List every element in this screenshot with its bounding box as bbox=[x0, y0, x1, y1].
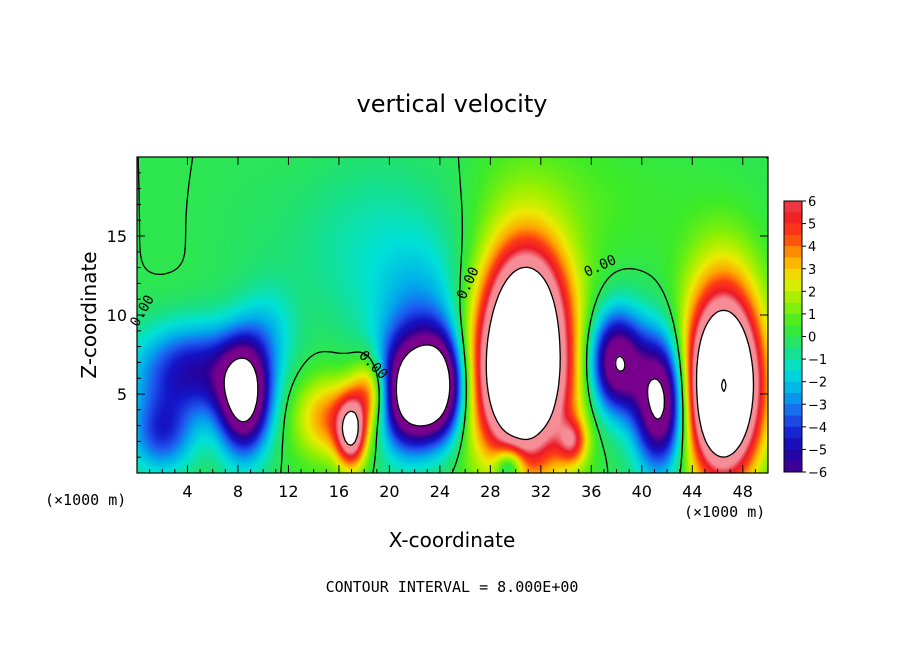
x-unit-right: (×1000 m) bbox=[684, 503, 765, 521]
colorbar-label: −1 bbox=[808, 353, 827, 368]
colorbar-swatch bbox=[784, 347, 802, 360]
x-tick-label: 36 bbox=[581, 482, 601, 501]
y-tick-label: 15 bbox=[107, 227, 127, 246]
x-tick-label: 24 bbox=[430, 482, 450, 501]
colorbar-swatch bbox=[784, 268, 802, 281]
colorbar-labels: 6 5 4 3 2 1 0 −1 −2 −3 −4 −5 −6 bbox=[802, 195, 827, 481]
colorbar-label: 5 bbox=[808, 218, 816, 233]
colorbar-swatches bbox=[783, 200, 803, 473]
x-tick-label: 28 bbox=[480, 482, 500, 501]
x-axis-title: X-coordinate bbox=[389, 528, 516, 552]
contour-negative-8 bbox=[223, 344, 666, 427]
y-tick-label: 5 bbox=[117, 385, 127, 404]
colorbar-swatch bbox=[784, 280, 802, 292]
colorbar-swatch bbox=[784, 404, 802, 416]
colorbar-swatch bbox=[784, 359, 802, 371]
contour-positive-8 bbox=[341, 266, 755, 458]
colorbar-label: 1 bbox=[808, 308, 816, 323]
colorbar-label: −2 bbox=[808, 376, 827, 391]
x-tick-label: 40 bbox=[632, 482, 652, 501]
x-tick-label: 48 bbox=[733, 482, 753, 501]
colorbar-swatch bbox=[784, 223, 802, 236]
x-tick-label: 44 bbox=[682, 482, 702, 501]
colorbar-swatch bbox=[784, 313, 802, 326]
colorbar-swatch bbox=[784, 415, 802, 428]
colorbar-swatch bbox=[784, 370, 802, 382]
colorbar-swatch bbox=[784, 438, 802, 450]
x-tick-label: 8 bbox=[233, 482, 243, 501]
colorbar: 6 5 4 3 2 1 0 −1 −2 −3 −4 −5 −6 bbox=[783, 195, 827, 481]
x-unit-left: (×1000 m) bbox=[45, 491, 126, 509]
colorbar-label: 3 bbox=[808, 263, 816, 278]
contour-positive-16 bbox=[721, 378, 727, 392]
colorbar-swatch bbox=[784, 392, 802, 405]
colorbar-label: 0 bbox=[808, 331, 816, 346]
colorbar-swatch bbox=[784, 336, 802, 349]
contour-zero bbox=[137, 156, 769, 474]
colorbar-swatch bbox=[784, 291, 802, 303]
colorbar-label: −3 bbox=[808, 398, 827, 413]
x-tick-label: 20 bbox=[379, 482, 399, 501]
x-tick-label: 4 bbox=[182, 482, 192, 501]
colorbar-swatch bbox=[784, 302, 802, 315]
chart-title: vertical velocity bbox=[357, 90, 548, 118]
x-axis: 4 8 12 16 20 24 28 32 36 40 44 48 bbox=[149, 157, 756, 501]
x-tick-label: 16 bbox=[329, 482, 349, 501]
y-axis: 5 10 15 bbox=[107, 172, 768, 458]
colorbar-swatch bbox=[784, 246, 802, 258]
colorbar-swatch bbox=[784, 212, 802, 224]
y-tick-label: 10 bbox=[107, 306, 127, 325]
colorbar-swatch bbox=[784, 234, 802, 247]
contour-interval-note: CONTOUR INTERVAL = 8.000E+00 bbox=[326, 578, 579, 596]
colorbar-swatch bbox=[784, 381, 802, 394]
velocity-field bbox=[137, 157, 768, 473]
colorbar-label: 2 bbox=[808, 285, 816, 300]
y-axis-title: Z-coordinate bbox=[77, 251, 101, 378]
colorbar-label: −6 bbox=[808, 466, 827, 481]
x-tick-label: 12 bbox=[278, 482, 298, 501]
colorbar-swatch bbox=[784, 449, 802, 462]
colorbar-swatch bbox=[784, 201, 802, 213]
colorbar-swatch bbox=[784, 325, 802, 337]
colorbar-swatch bbox=[784, 257, 802, 270]
colorbar-swatch bbox=[784, 460, 802, 473]
plot-area: 0.000.000.00 0.00 bbox=[127, 156, 769, 474]
colorbar-label: 6 bbox=[808, 195, 816, 210]
colorbar-label: −4 bbox=[808, 421, 827, 436]
colorbar-label: −5 bbox=[808, 443, 827, 458]
colorbar-label: 4 bbox=[808, 240, 816, 255]
x-tick-label: 32 bbox=[531, 482, 551, 501]
colorbar-swatch bbox=[784, 426, 802, 439]
